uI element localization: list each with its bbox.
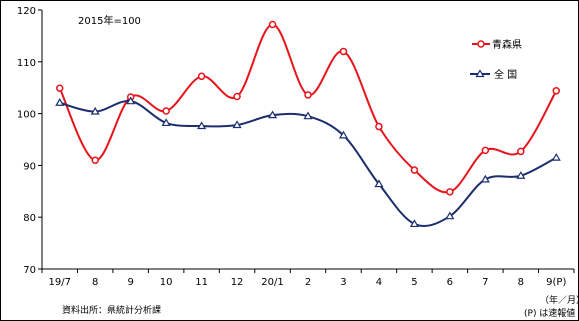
x-tick-label: 5 — [411, 277, 417, 288]
x-axis: 19/7 8 9 10 11 12 20/1 2 3 4 5 6 7 8 9(P) — [41, 268, 575, 288]
data-point-national — [197, 121, 207, 130]
data-point-national — [409, 219, 419, 228]
y-tick-label: 90 — [23, 161, 36, 172]
data-point-national — [161, 118, 171, 127]
data-point-national — [551, 152, 561, 161]
data-point-aomori — [55, 84, 64, 92]
data-point-national — [516, 171, 526, 179]
data-point-aomori — [91, 156, 99, 164]
x-tick-label: 3 — [340, 277, 346, 288]
series-line-aomori — [58, 23, 558, 194]
data-point-aomori — [233, 92, 241, 101]
x-tick-label: 7 — [482, 277, 488, 288]
data-point-national — [445, 211, 455, 220]
legend-label-aomori: 青森県 — [492, 38, 522, 51]
x-tick-label: 12 — [231, 277, 244, 288]
data-point-national — [267, 110, 278, 119]
data-point-national — [90, 106, 100, 115]
y-tick-label: 120 — [17, 6, 36, 17]
series-line-national — [59, 100, 557, 228]
data-point-aomori — [339, 47, 348, 56]
legend-label-national: 全 国 — [494, 68, 517, 81]
data-point-national — [55, 98, 65, 106]
y-tick-label: 80 — [23, 213, 36, 224]
x-tick-label: 9(P) — [546, 277, 566, 288]
x-tick-label: 11 — [195, 277, 208, 288]
x-tick-label: 9 — [127, 277, 133, 288]
data-point-aomori — [517, 147, 525, 156]
legend-item-national: 全 国 — [470, 68, 517, 81]
legend-marker-aomori — [477, 40, 485, 48]
x-tick-label: 20/1 — [261, 277, 283, 288]
data-point-national — [480, 174, 490, 183]
source-note: 資料出所：県統計分析課 — [62, 304, 161, 316]
data-point-aomori — [481, 146, 490, 155]
data-point-national — [232, 120, 242, 129]
data-point-aomori — [162, 107, 170, 115]
x-tick-label: 4 — [376, 277, 382, 288]
data-point-aomori — [268, 20, 277, 29]
data-point-aomori — [410, 166, 419, 174]
series-aomori — [55, 20, 561, 196]
legend: 青森県 全 国 — [470, 38, 522, 81]
y-tick-label: 110 — [17, 58, 36, 69]
data-point-national — [338, 130, 349, 139]
x-tick-label: 8 — [518, 277, 524, 288]
data-point-aomori — [446, 188, 454, 196]
data-point-national — [126, 96, 136, 105]
series-layer — [55, 20, 561, 228]
x-tick-label: 2 — [305, 277, 311, 288]
data-point-aomori — [197, 72, 206, 81]
series-national — [55, 96, 561, 228]
y-tick-label: 100 — [17, 110, 36, 121]
y-axis: 70 80 90 100 110 120 — [17, 6, 43, 276]
preliminary-note: (P) は速報値 — [524, 307, 575, 319]
data-point-national — [374, 179, 384, 188]
legend-item-aomori: 青森県 — [472, 38, 522, 51]
x-tick-label: 10 — [160, 277, 173, 288]
legend-marker-national — [475, 69, 485, 78]
x-unit-note: （年／月） — [540, 294, 579, 306]
data-point-aomori — [304, 91, 312, 99]
x-tick-label: 8 — [92, 277, 98, 288]
data-point-aomori — [375, 122, 383, 131]
x-tick-label: 6 — [447, 277, 453, 288]
data-point-aomori — [552, 87, 561, 95]
x-tick-label: 19/7 — [48, 277, 70, 288]
data-point-national — [303, 111, 313, 120]
y-tick-label: 70 — [23, 265, 36, 276]
chart-annotation: 2015年=100 — [78, 14, 141, 27]
